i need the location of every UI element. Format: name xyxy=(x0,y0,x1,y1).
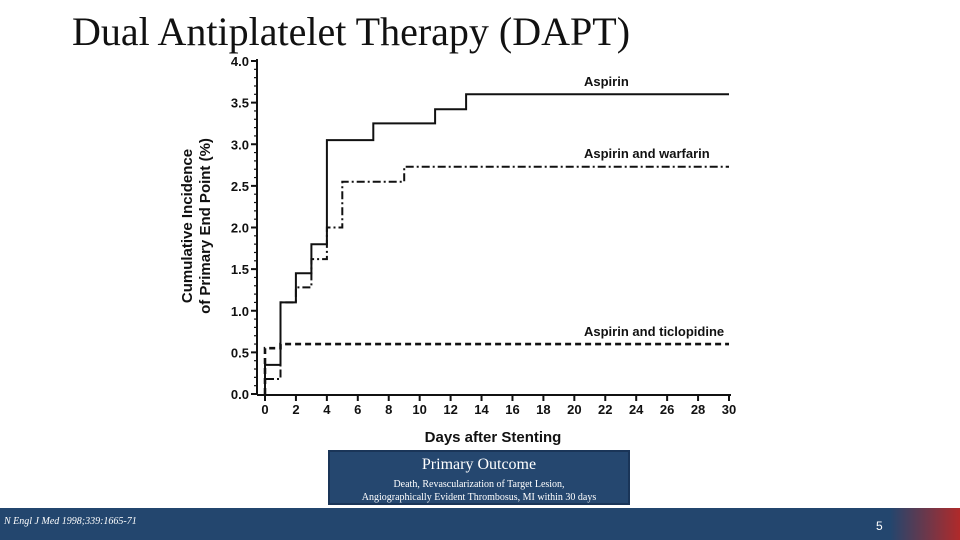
x-tick-label: 18 xyxy=(536,402,550,417)
y-axis-label-line1: Cumulative Incidence xyxy=(179,149,196,303)
x-tick-label: 30 xyxy=(722,402,736,417)
y-tick-label: 4.0 xyxy=(231,54,249,69)
y-tick-label: 3.5 xyxy=(231,96,249,111)
outcome-description-line1: Death, Revascularization of Target Lesio… xyxy=(393,479,565,490)
y-tick-label: 0.0 xyxy=(231,387,249,402)
series-label-2: Aspirin and ticlopidine xyxy=(584,324,724,339)
x-tick-label: 2 xyxy=(292,402,299,417)
series-label-1: Aspirin and warfarin xyxy=(584,146,710,161)
x-tick-label: 28 xyxy=(691,402,705,417)
series-line-1 xyxy=(264,165,729,394)
y-tick-label: 0.5 xyxy=(231,345,249,360)
slide-title: Dual Antiplatelet Therapy (DAPT) xyxy=(72,9,631,54)
outcome-description: Death, Revascularization of Target Lesio… xyxy=(330,478,628,504)
x-tick-label: 22 xyxy=(598,402,612,417)
x-tick-label: 14 xyxy=(474,402,489,417)
y-axis-label-line2: of Primary End Point (%) xyxy=(197,138,214,314)
page-number: 5 xyxy=(876,519,883,533)
y-tick-label: 2.0 xyxy=(231,221,249,236)
outcome-description-line2: Angiographically Evident Thrombosus, MI … xyxy=(361,492,597,503)
series-label-0: Aspirin xyxy=(584,74,629,89)
y-tick-label: 2.5 xyxy=(231,179,249,194)
series-labels: Aspirin Aspirin and warfarin Aspirin and t… xyxy=(584,74,724,339)
x-tick-label: 26 xyxy=(660,402,674,417)
chart-series xyxy=(263,93,729,394)
x-tick-label: 10 xyxy=(412,402,426,417)
x-tick-label: 24 xyxy=(629,402,644,417)
series-line-0 xyxy=(264,93,729,394)
x-tick-label: 16 xyxy=(505,402,519,417)
series-line-2 xyxy=(263,342,729,394)
outcome-title: Primary Outcome xyxy=(421,456,537,473)
footer-bar: N Engl J Med 1998;339:1665-71 5 xyxy=(0,508,960,540)
footer-accent xyxy=(890,508,960,540)
x-tick-label: 0 xyxy=(261,402,268,417)
y-tick-label: 1.0 xyxy=(231,304,249,319)
x-tick-label: 8 xyxy=(385,402,392,417)
y-tick-label: 3.0 xyxy=(231,137,249,152)
citation: N Engl J Med 1998;339:1665-71 xyxy=(4,516,137,527)
chart-ticks: 0.00.51.01.52.02.53.03.54.00 2 4 6 8 10 12 14 16… xyxy=(231,54,736,417)
x-tick-label: 4 xyxy=(323,402,331,417)
primary-outcome-box: Primary Outcome Death, Revascularization… xyxy=(328,450,630,505)
x-tick-label: 6 xyxy=(354,402,361,417)
x-tick-label: 20 xyxy=(567,402,581,417)
y-tick-label: 1.5 xyxy=(231,262,249,277)
x-tick-label: 12 xyxy=(443,402,457,417)
x-axis-label: Days after Stenting xyxy=(425,429,562,446)
